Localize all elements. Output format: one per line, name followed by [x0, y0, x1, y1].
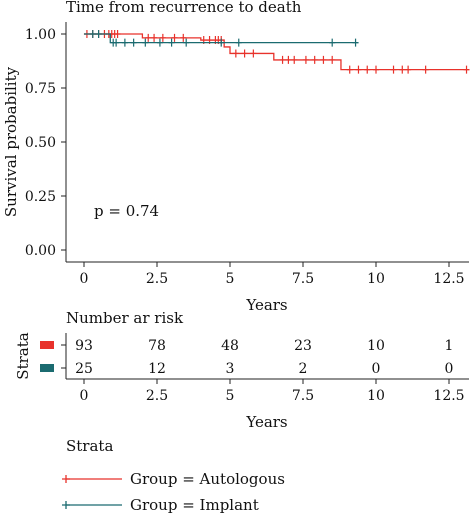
censor-mark [279, 55, 286, 64]
x-tick-label: 10 [367, 271, 385, 287]
censor-mark [329, 38, 336, 47]
censor-mark [364, 65, 371, 74]
legend-censor-mark [62, 501, 70, 509]
censor-mark [311, 55, 318, 64]
x-axis-label: Years [245, 296, 287, 314]
censor-mark [405, 65, 412, 74]
censor-mark [320, 55, 327, 64]
risk-strata-label: Strata [14, 332, 32, 379]
censor-mark [121, 38, 128, 47]
censor-mark [95, 30, 102, 38]
censor-mark [151, 33, 158, 42]
risk-count: 2 [299, 361, 308, 377]
censor-mark [399, 65, 406, 74]
legend-label-autologous: Group = Autologous [130, 470, 285, 488]
risk-count: 48 [221, 338, 239, 354]
risk-count: 12 [148, 361, 166, 377]
risk-table: Number ar risk Strata 93 78 48 23 10 1 2… [14, 309, 469, 431]
y-axis-label: Survival probability [2, 66, 20, 217]
y-tick-label: 1.00 [25, 27, 56, 43]
censor-mark [218, 38, 225, 47]
censor-mark [291, 55, 298, 64]
survival-curve-autologous [84, 33, 470, 71]
legend-title: Strata [66, 437, 113, 455]
risk-count: 1 [445, 338, 454, 354]
risk-count: 78 [148, 338, 166, 354]
censor-mark [352, 38, 359, 47]
plot-area: 1.00 0.75 0.50 0.25 0.00 0 2.5 5 7.5 10 … [2, 22, 470, 314]
censor-mark [241, 49, 248, 58]
risk-swatch-implant [40, 364, 54, 372]
chart-title: Time from recurrence to death [66, 0, 302, 16]
survival-curves [83, 30, 470, 74]
censor-mark [329, 55, 336, 64]
risk-count: 93 [75, 338, 93, 354]
x-tick-label: 7.5 [292, 271, 314, 287]
risk-table-title: Number ar risk [66, 309, 184, 327]
censor-mark [168, 38, 175, 47]
risk-count: 0 [445, 361, 454, 377]
censor-mark [130, 38, 137, 47]
censor-mark [232, 49, 239, 58]
x-tick-label: 5 [226, 271, 235, 287]
censor-mark [390, 65, 397, 74]
censor-mark [250, 49, 257, 58]
censor-mark [355, 65, 362, 74]
risk-x-tick-label: 7.5 [292, 388, 314, 404]
x-tick-label: 0 [80, 271, 89, 287]
risk-count: 3 [226, 361, 235, 377]
censor-mark [463, 65, 470, 74]
risk-count: 25 [75, 361, 93, 377]
risk-count: 10 [367, 338, 385, 354]
risk-x-tick-label: 12.5 [433, 388, 464, 404]
y-tick-label: 0.00 [25, 243, 56, 259]
censor-mark [156, 38, 163, 47]
censor-mark [142, 38, 149, 47]
risk-x-axis-label: Years [245, 413, 287, 431]
censor-mark [235, 38, 242, 47]
legend-label-implant: Group = Implant [130, 496, 259, 514]
censor-mark [114, 30, 121, 38]
risk-x-tick-label: 2.5 [146, 388, 168, 404]
y-tick-label: 0.25 [25, 189, 56, 205]
censor-mark [302, 55, 309, 64]
censor-mark [89, 30, 96, 38]
censor-mark [183, 38, 190, 47]
legend: Strata Group = Autologous Group = Implan… [62, 437, 285, 514]
censor-mark [346, 65, 353, 74]
risk-x-tick-label: 5 [226, 388, 235, 404]
risk-count: 0 [372, 361, 381, 377]
censor-mark [373, 65, 379, 74]
y-tick-label: 0.50 [25, 135, 56, 151]
censor-mark [113, 38, 120, 47]
censor-mark [171, 33, 178, 42]
x-tick-label: 2.5 [146, 271, 168, 287]
risk-swatch-autologous [40, 341, 54, 349]
censor-mark [180, 33, 187, 42]
p-value-annotation: p = 0.74 [94, 202, 159, 220]
legend-censor-mark [62, 475, 70, 483]
censor-mark [145, 33, 152, 42]
censor-mark [285, 55, 292, 64]
x-tick-label: 12.5 [433, 271, 464, 287]
censor-mark [422, 65, 429, 74]
y-tick-label: 0.75 [25, 81, 56, 97]
censor-mark [159, 33, 166, 42]
risk-count: 23 [294, 338, 312, 354]
risk-x-tick-label: 10 [367, 388, 385, 404]
risk-x-tick-label: 0 [80, 388, 89, 404]
